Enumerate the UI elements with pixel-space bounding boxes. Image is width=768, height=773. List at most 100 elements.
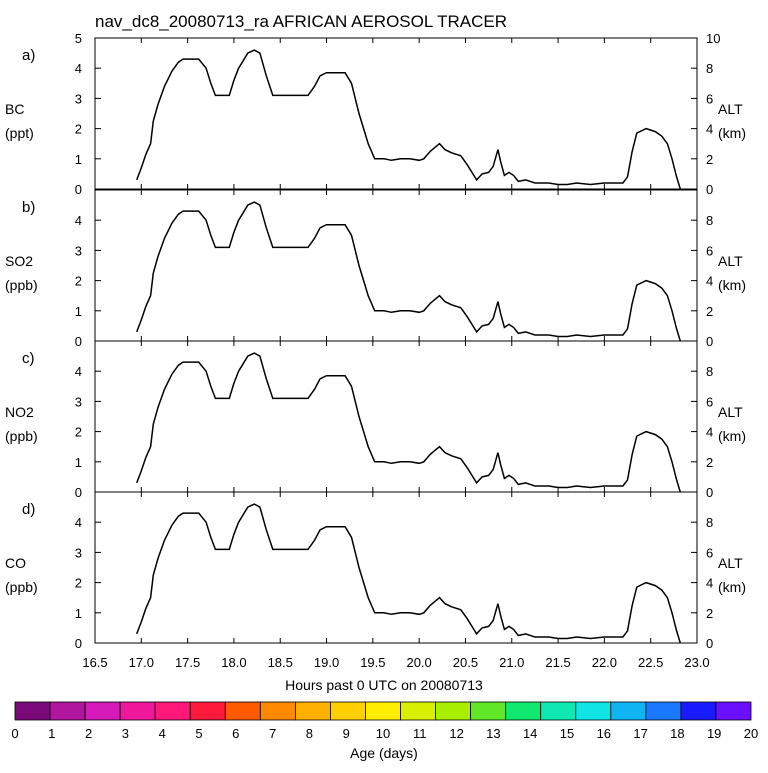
x-tick-label: 18.0 bbox=[221, 655, 246, 670]
y-tick-label: 0 bbox=[75, 636, 82, 651]
colorbar-tick-label: 4 bbox=[159, 726, 166, 741]
y-tick-label: 1 bbox=[75, 606, 82, 621]
chart-title: nav_dc8_20080713_ra AFRICAN AEROSOL TRAC… bbox=[95, 12, 507, 31]
species-unit: (ppb) bbox=[5, 277, 38, 293]
y-tick-label: 2 bbox=[75, 425, 82, 440]
species-label: NO2 bbox=[5, 404, 34, 420]
colorbar-swatch bbox=[259, 701, 296, 721]
colorbar-tick-label: 3 bbox=[122, 726, 129, 741]
alt-tick-label: 4 bbox=[706, 576, 713, 591]
species-label: SO2 bbox=[5, 253, 33, 269]
y-tick-label: 3 bbox=[75, 545, 82, 560]
alt-tick-label: 0 bbox=[706, 334, 713, 349]
colorbar-swatch bbox=[119, 701, 156, 721]
alt-tick-label: 8 bbox=[706, 213, 713, 228]
altitude-line bbox=[135, 503, 682, 644]
alt-tick-label: 0 bbox=[706, 636, 713, 651]
alt-unit: (km) bbox=[718, 428, 746, 444]
colorbar-swatch bbox=[189, 701, 226, 721]
colorbar-swatch bbox=[645, 701, 682, 721]
x-tick-label: 18.5 bbox=[268, 655, 293, 670]
panel-co: 0 1 2 3 4 0 2 4 6 8 d) CO (ppb) ALT (km) bbox=[5, 491, 746, 651]
y-tick-label: 1 bbox=[75, 455, 82, 470]
panel-label: b) bbox=[22, 199, 35, 216]
panel-label: d) bbox=[22, 501, 35, 518]
alt-label: ALT bbox=[718, 404, 743, 420]
alt-unit: (km) bbox=[718, 125, 746, 141]
colorbar-tick-label: 19 bbox=[707, 726, 721, 741]
x-tick-label: 22.5 bbox=[638, 655, 663, 670]
alt-tick-label: 6 bbox=[706, 91, 713, 106]
alt-tick-label: 6 bbox=[706, 394, 713, 409]
panels: 0123450246810a)BC(ppt)ALT(km)0123402468b… bbox=[5, 31, 746, 670]
panel-frame bbox=[94, 37, 698, 190]
alt-tick-label: 2 bbox=[706, 606, 713, 621]
alt-tick-label: 8 bbox=[706, 364, 713, 379]
panel-frame bbox=[94, 491, 698, 644]
colorbar-tick-label: 15 bbox=[560, 726, 574, 741]
alt-tick-label: 0 bbox=[706, 182, 713, 197]
altitude-line bbox=[135, 352, 682, 493]
alt-unit: (km) bbox=[718, 579, 746, 595]
colorbar-swatch bbox=[470, 701, 507, 721]
panel-label: a) bbox=[22, 47, 35, 64]
panel-label: c) bbox=[22, 350, 35, 367]
colorbar-swatch bbox=[224, 701, 261, 721]
y-tick-label: 1 bbox=[75, 304, 82, 319]
colorbar-tick-label: 2 bbox=[85, 726, 92, 741]
alt-tick-label: 8 bbox=[706, 61, 713, 76]
altitude-line bbox=[135, 201, 682, 342]
alt-tick-label: 0 bbox=[706, 485, 713, 500]
panel-no2: 0 1 2 3 4 0 2 4 6 8 c) NO2 (ppb) ALT (km) bbox=[5, 340, 746, 500]
alt-tick-label: 4 bbox=[706, 425, 713, 440]
alt-tick-label: 10 bbox=[706, 31, 720, 46]
colorbar-tick-label: 14 bbox=[523, 726, 537, 741]
alt-tick-label: 2 bbox=[706, 152, 713, 167]
x-tick-label: 21.0 bbox=[499, 655, 524, 670]
colorbar: 0 1 2 3 4 5 6 7 8 9 10 11 12 13 14 15 16 17 18 19 20 bbox=[11, 701, 758, 741]
alt-tick-label: 4 bbox=[706, 274, 713, 289]
x-tick-label: 20.0 bbox=[406, 655, 431, 670]
panel-so2: 0 1 2 3 4 0 2 4 6 8 b) SO2 (ppb) ALT (km) bbox=[5, 189, 746, 349]
alt-tick-label: 2 bbox=[706, 304, 713, 319]
colorbar-tick-label: 7 bbox=[269, 726, 276, 741]
colorbar-swatch bbox=[715, 701, 752, 721]
alt-tick-label: 6 bbox=[706, 243, 713, 258]
species-unit: (ppt) bbox=[5, 125, 34, 141]
colorbar-tick-label: 10 bbox=[376, 726, 390, 741]
x-axis-label: Hours past 0 UTC on 20080713 bbox=[285, 677, 483, 693]
x-tick-label: 20.5 bbox=[453, 655, 478, 670]
colorbar-label: Age (days) bbox=[350, 745, 418, 761]
x-tick-label: 19.0 bbox=[314, 655, 339, 670]
colorbar-tick-label: 5 bbox=[195, 726, 202, 741]
colorbar-swatch bbox=[294, 701, 331, 721]
alt-tick-label: 2 bbox=[706, 455, 713, 470]
x-tick-label: 23.0 bbox=[684, 655, 709, 670]
colorbar-tick-label: 20 bbox=[744, 726, 758, 741]
alt-tick-label: 8 bbox=[706, 515, 713, 530]
y-tick-label: 5 bbox=[75, 31, 82, 46]
y-tick-label: 3 bbox=[75, 243, 82, 258]
species-unit: (ppb) bbox=[5, 579, 38, 595]
y-tick-label: 3 bbox=[75, 394, 82, 409]
alt-tick-label: 4 bbox=[706, 122, 713, 137]
colorbar-swatch bbox=[540, 701, 577, 721]
colorbar-tick-label: 11 bbox=[413, 726, 427, 741]
species-label: BC bbox=[5, 101, 24, 117]
colorbar-swatch bbox=[680, 701, 717, 721]
colorbar-tick-label: 1 bbox=[48, 726, 55, 741]
altitude-line bbox=[135, 49, 682, 190]
colorbar-tick-label: 17 bbox=[633, 726, 647, 741]
species-unit: (ppb) bbox=[5, 428, 38, 444]
y-tick-label: 4 bbox=[75, 515, 82, 530]
colorbar-swatch bbox=[610, 701, 647, 721]
colorbar-swatch bbox=[505, 701, 542, 721]
colorbar-tick-label: 8 bbox=[306, 726, 313, 741]
colorbar-tick-label: 0 bbox=[11, 726, 18, 741]
colorbar-swatch bbox=[84, 701, 121, 721]
x-tick-label: 22.0 bbox=[592, 655, 617, 670]
y-tick-label: 0 bbox=[75, 485, 82, 500]
alt-tick-label: 6 bbox=[706, 545, 713, 560]
panel-frame bbox=[94, 189, 698, 342]
